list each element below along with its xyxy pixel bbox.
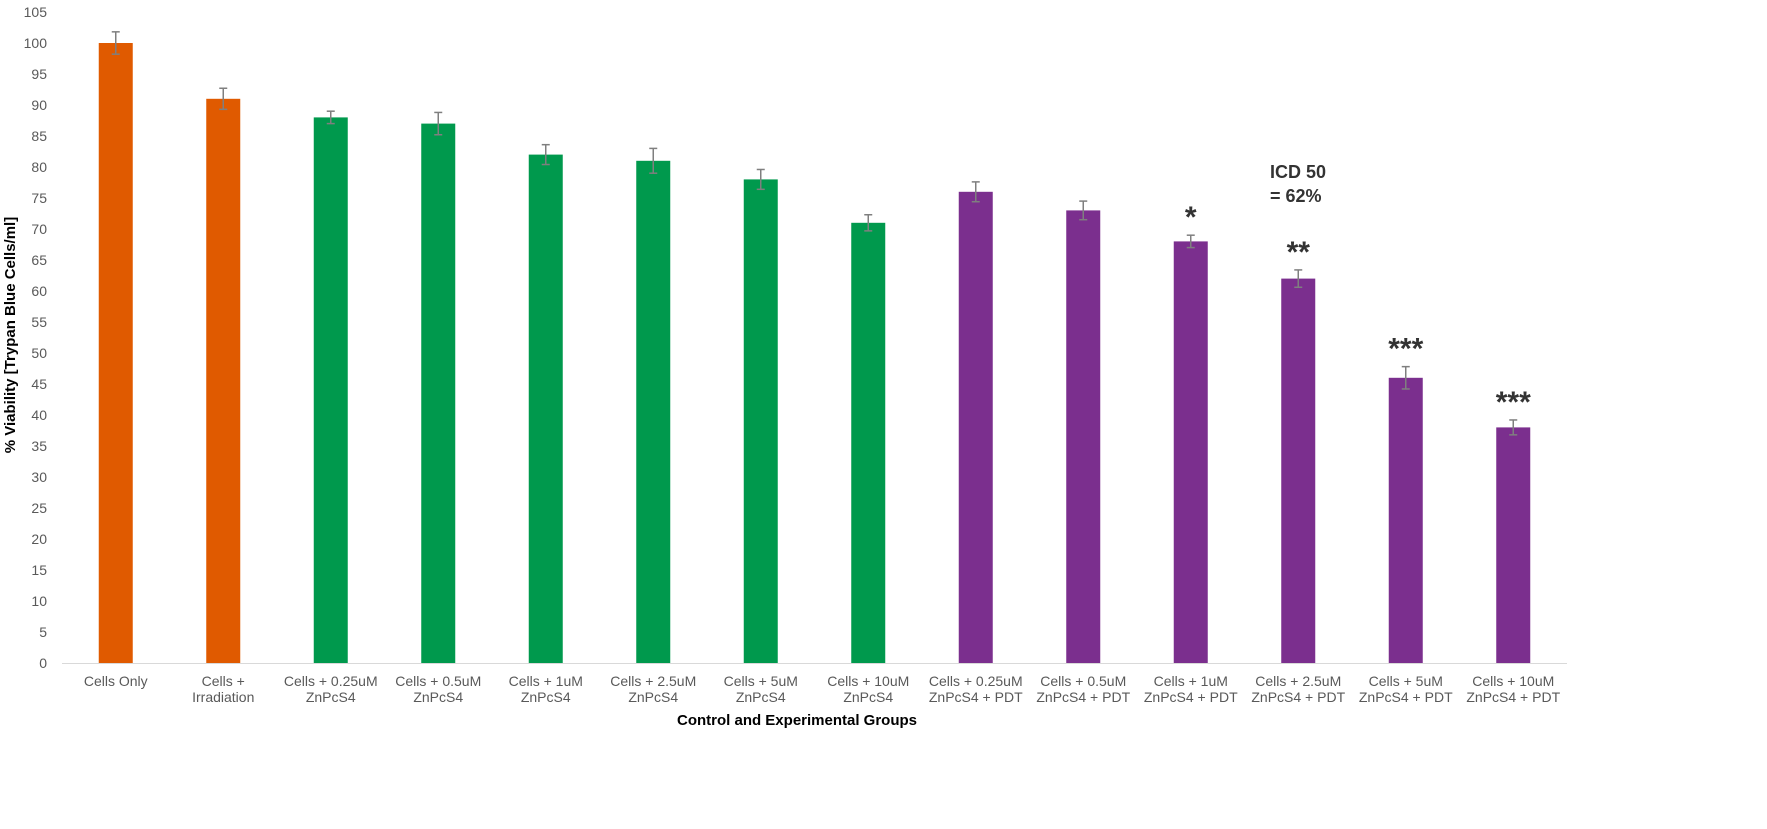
- bars: [98, 43, 1531, 664]
- x-tick-label: Cells + 2.5uM ZnPcS4 + PDT: [1251, 673, 1345, 705]
- error-bar: [111, 31, 120, 55]
- error-bar: [971, 181, 980, 203]
- y-tick-label: 35: [31, 438, 47, 454]
- x-tick-label: Cells + 5uM ZnPcS4 + PDT: [1359, 673, 1453, 705]
- bar: [313, 117, 348, 663]
- bar: [421, 123, 456, 664]
- x-tick-label: Cells Only: [84, 673, 148, 689]
- y-tick-label: 50: [31, 345, 47, 361]
- error-bar: [1186, 234, 1195, 249]
- significance-marker: *: [1185, 201, 1197, 234]
- y-tick-label: 20: [31, 531, 47, 547]
- x-tick-label: Cells + 0.25uM ZnPcS4: [284, 673, 378, 705]
- error-bar: [1509, 419, 1518, 436]
- significance-markers: *********: [1185, 201, 1531, 419]
- error-bar: [1401, 365, 1410, 390]
- y-tick-label: 45: [31, 376, 47, 392]
- y-tick-label: 70: [31, 221, 47, 237]
- bar: [1281, 278, 1316, 663]
- x-tick-label: Cells + 0.25uM ZnPcS4 + PDT: [929, 673, 1023, 705]
- bar: [851, 222, 886, 664]
- x-tick-label: Cells + 10uM ZnPcS4 + PDT: [1466, 673, 1560, 705]
- y-tick-label: 75: [31, 190, 47, 206]
- y-tick-label: 30: [31, 469, 47, 485]
- y-tick-label: 40: [31, 407, 47, 423]
- x-tick-label: Cells + 5uM ZnPcS4: [724, 673, 798, 705]
- x-tick-label: Cells + 10uM ZnPcS4: [827, 673, 909, 705]
- bar: [528, 154, 563, 663]
- y-tick-label: 60: [31, 283, 47, 299]
- bar: [636, 160, 671, 664]
- y-tick-label: 5: [39, 624, 47, 640]
- y-tick-label: 85: [31, 128, 47, 144]
- y-tick-label: 0: [39, 655, 47, 671]
- y-tick-label: 25: [31, 500, 47, 516]
- y-tick-label: 100: [24, 35, 48, 51]
- error-bar: [434, 111, 443, 136]
- x-axis-category-labels: Cells Only Cells + Irradiation Cells + 0.25…: [84, 673, 1561, 705]
- bar: [1173, 241, 1208, 663]
- x-tick-label: Cells + 0.5uM ZnPcS4 + PDT: [1036, 673, 1130, 705]
- x-tick-label: Cells + Irradiation: [192, 673, 254, 705]
- x-tick-label: Cells + 1uM ZnPcS4: [509, 673, 583, 705]
- y-tick-label: 65: [31, 252, 47, 268]
- significance-marker: ***: [1496, 386, 1531, 419]
- bar: [1496, 427, 1531, 663]
- icd50-label: ICD 50 = 62%: [1270, 162, 1326, 206]
- y-tick-label: 10: [31, 593, 47, 609]
- significance-marker: ***: [1388, 333, 1423, 366]
- bar: [1066, 210, 1101, 663]
- error-bar: [219, 87, 228, 111]
- x-axis-title: Control and Experimental Groups: [677, 712, 917, 729]
- y-tick-label: 15: [31, 562, 47, 578]
- icd50-annotation: ICD 50 = 62%: [1270, 162, 1326, 206]
- y-axis-title: % Viability [Trypan Blue Cells/ml]: [2, 217, 19, 453]
- error-bar: [864, 213, 873, 232]
- error-bar: [756, 168, 765, 191]
- error-bar: [1294, 269, 1303, 289]
- significance-marker: **: [1287, 236, 1311, 269]
- error-bar: [541, 143, 550, 166]
- y-tick-label: 90: [31, 97, 47, 113]
- x-tick-label: Cells + 2.5uM ZnPcS4: [610, 673, 696, 705]
- y-tick-label: 105: [24, 4, 48, 20]
- y-axis-ticks: 0 5 10 15 20 25 30 35 40 45 50 55 60 65 70 75 80 85 90 95 10…: [24, 4, 48, 671]
- error-bar: [326, 110, 335, 125]
- bar: [958, 191, 993, 664]
- bar: [1388, 377, 1423, 663]
- error-bar: [1079, 200, 1088, 221]
- error-bars: [111, 31, 1518, 436]
- y-tick-label: 55: [31, 314, 47, 330]
- bar: [98, 43, 133, 663]
- error-bar: [649, 147, 658, 174]
- x-tick-label: Cells + 0.5uM ZnPcS4: [395, 673, 481, 705]
- x-tick-label: Cells + 1uM ZnPcS4 + PDT: [1144, 673, 1238, 705]
- y-tick-label: 80: [31, 159, 47, 175]
- bar: [743, 179, 778, 663]
- bar: [206, 98, 241, 664]
- y-tick-label: 95: [31, 66, 47, 82]
